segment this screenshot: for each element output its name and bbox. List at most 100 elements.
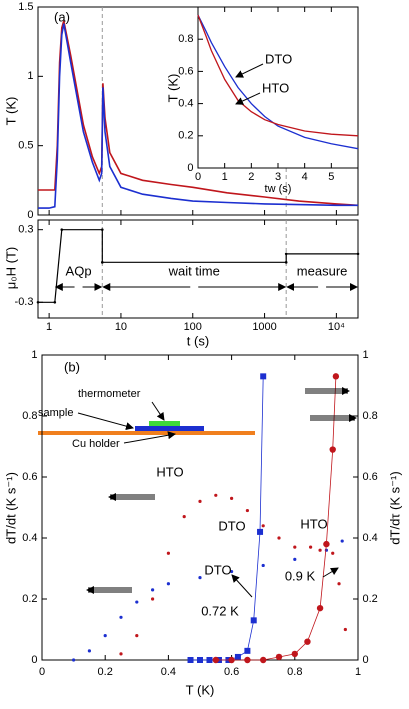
arrow (77, 412, 134, 431)
y-tick-label: 1 (27, 70, 33, 82)
y-tick-label: 0 (31, 654, 37, 666)
annotation: wait time (168, 263, 220, 278)
data-point (309, 545, 313, 549)
y-tick-label: 0.8 (363, 410, 378, 422)
series-label: DTO (265, 51, 292, 66)
data-line (197, 14, 359, 137)
arrow (231, 574, 253, 598)
data-point (316, 604, 324, 612)
data-point (197, 657, 203, 663)
annotation: thermometer (78, 388, 141, 400)
y-tick-label: 0.4 (178, 98, 193, 110)
data-point (135, 634, 139, 638)
data-point (119, 615, 123, 619)
annotation: Cu holder (72, 438, 120, 450)
x-tick-label: 5 (328, 171, 334, 183)
field-point (284, 252, 288, 256)
x-tick-label: 3 (275, 171, 281, 183)
y-tick-label: 0.4 (363, 532, 378, 544)
panel-label: (b) (64, 359, 80, 374)
y-tick-label: 0.2 (22, 593, 37, 605)
data-point (250, 617, 257, 624)
y-tick-label: 1 (31, 349, 37, 361)
series-label: DTO (218, 518, 245, 533)
data-point (103, 634, 107, 638)
annotation: AQp (66, 263, 92, 278)
annotation: sample (38, 407, 73, 419)
axis-title: tw (s) (265, 183, 292, 195)
x-tick-label: 0.6 (224, 666, 239, 678)
inset-background (198, 7, 358, 168)
y-tick-label: 0.6 (178, 65, 193, 77)
panel-label: (a) (54, 9, 70, 24)
data-point (257, 528, 264, 535)
arrow (235, 63, 264, 78)
x-tick-label: 1000 (252, 321, 276, 333)
data-point (214, 493, 218, 497)
data-point (277, 536, 281, 540)
x-tick-label: 4 (302, 171, 308, 183)
data-point (135, 600, 139, 604)
x-tick-label: 0.2 (98, 666, 113, 678)
field-point (356, 252, 360, 256)
arrow (322, 567, 339, 578)
data-point (119, 652, 123, 656)
arrow (151, 401, 165, 421)
y-tick-label: 0.5 (18, 140, 33, 152)
axis-title: t (s) (187, 333, 209, 348)
plot-frame (41, 354, 359, 661)
data-point (324, 548, 328, 552)
data-point (337, 582, 341, 586)
data-point (261, 524, 265, 528)
plot-frame (37, 219, 359, 319)
y-tick-label: 0.2 (178, 130, 193, 142)
annotation: 0.9 K (285, 568, 316, 583)
data-point (261, 563, 265, 568)
series-label: HTO (262, 80, 289, 95)
data-point (87, 649, 91, 653)
x-tick-label: 0.8 (287, 666, 302, 678)
data-point (198, 499, 202, 503)
y-tick-label: 0.6 (363, 471, 378, 483)
x-tick-label: 10 (115, 321, 127, 333)
axis-title: T (K) (186, 682, 215, 697)
y-tick-label: 0.4 (22, 532, 37, 544)
axis-title: T (K) (3, 97, 18, 126)
data-point (291, 650, 298, 658)
y-tick-label: 0.8 (22, 410, 37, 422)
field-point (284, 261, 288, 264)
data-point (151, 588, 155, 592)
data-point (206, 657, 213, 663)
data-point (244, 656, 251, 664)
data-point (244, 647, 251, 654)
data-point (198, 576, 202, 580)
x-tick-label: 100 (184, 321, 202, 333)
x-tick-label: 0.4 (161, 666, 176, 678)
data-line (197, 14, 359, 150)
data-point (187, 657, 194, 663)
data-point (340, 539, 344, 543)
x-tick-label: 1 (222, 171, 228, 183)
data-point (323, 540, 330, 548)
field-point (100, 261, 104, 264)
data-point (182, 515, 186, 519)
axis-title: dT/dτ (K s⁻¹) (387, 471, 402, 544)
data-point (260, 656, 267, 664)
data-point (343, 627, 347, 632)
data-point (234, 653, 241, 660)
x-tick-label: 1 (355, 666, 361, 678)
data-point (293, 545, 297, 549)
x-tick-label: 0 (195, 171, 201, 183)
x-tick-label: 0 (39, 666, 45, 678)
data-line (38, 23, 358, 209)
field-point (100, 228, 104, 231)
y-tick-label: 0 (187, 162, 193, 174)
data-point (331, 551, 335, 555)
data-point (166, 582, 170, 586)
data-point (228, 656, 235, 664)
data-point (260, 373, 267, 380)
x-tick-label: 2 (248, 171, 254, 183)
data-point (275, 653, 283, 661)
series-label: HTO (300, 516, 327, 531)
